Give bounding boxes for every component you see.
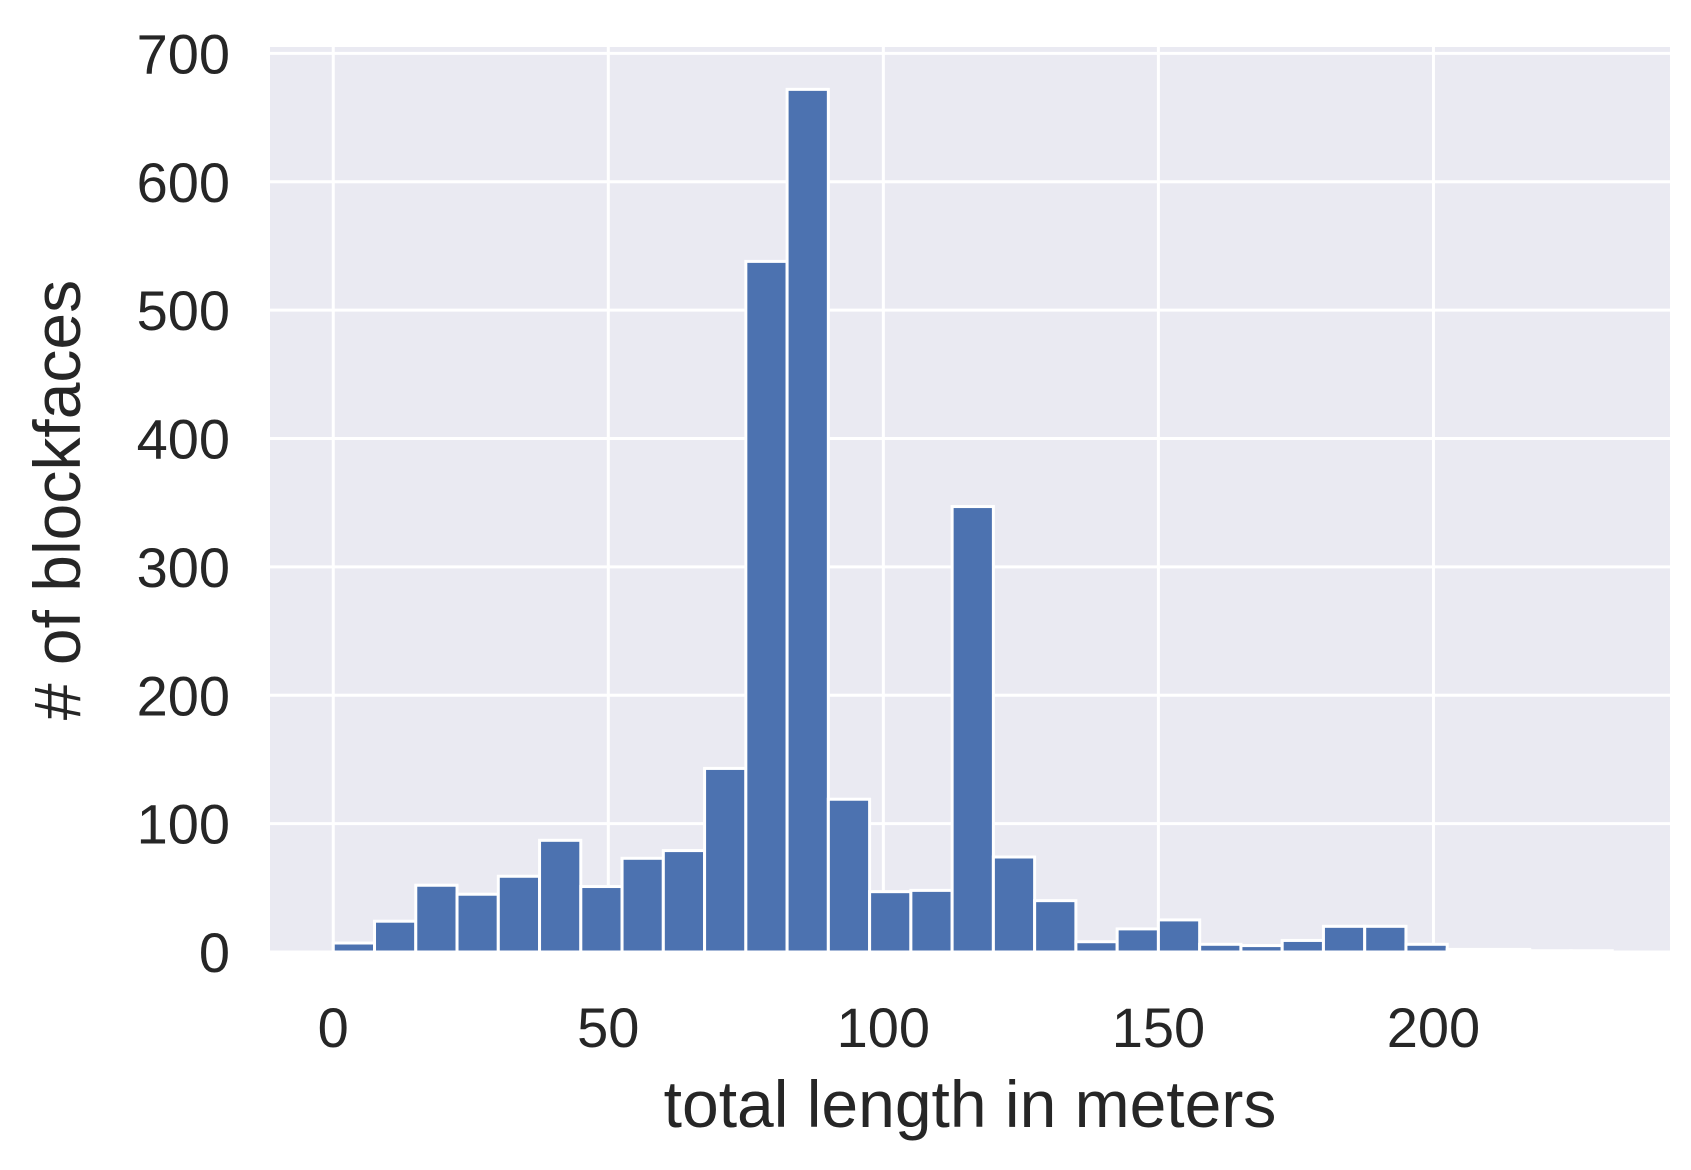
histogram-bar bbox=[909, 888, 954, 954]
histogram-bar bbox=[703, 766, 748, 954]
histogram-bar bbox=[1074, 940, 1119, 954]
x-tick-label: 100 bbox=[837, 996, 930, 1059]
x-tick-labels: 0 50 100 150 200 bbox=[318, 996, 1480, 1059]
x-tick-label: 150 bbox=[1112, 996, 1205, 1059]
y-tick-label: 100 bbox=[137, 793, 230, 856]
histogram-bar bbox=[950, 505, 995, 954]
x-axis-label: total length in meters bbox=[664, 1067, 1277, 1141]
histogram-bar bbox=[1445, 947, 1490, 954]
histogram-bar bbox=[579, 885, 624, 954]
histogram-bar bbox=[785, 87, 830, 954]
histogram-bar bbox=[620, 856, 665, 954]
histogram-bar bbox=[1528, 949, 1573, 954]
y-tick-label: 200 bbox=[137, 664, 230, 727]
histogram-bar bbox=[661, 849, 707, 954]
histogram-bar bbox=[455, 892, 500, 954]
histogram-bar bbox=[1363, 924, 1408, 954]
y-tick-labels: 0 100 200 300 400 500 600 700 bbox=[137, 22, 230, 984]
grid-lines bbox=[270, 47, 1670, 954]
x-tick-label: 0 bbox=[318, 996, 349, 1059]
histogram-bar bbox=[868, 890, 913, 954]
x-tick-label: 50 bbox=[577, 996, 639, 1059]
histogram-bar bbox=[1198, 942, 1243, 954]
histogram-bar bbox=[1569, 949, 1614, 954]
histogram-bar bbox=[826, 797, 872, 954]
histogram-bar bbox=[496, 874, 542, 954]
y-tick-label: 600 bbox=[137, 151, 230, 214]
histogram-bar bbox=[1239, 944, 1284, 954]
histogram-bar bbox=[1156, 918, 1202, 954]
histogram-bar bbox=[331, 941, 377, 954]
histogram-bar bbox=[1321, 924, 1367, 954]
y-tick-label: 0 bbox=[199, 921, 230, 984]
x-tick-label: 200 bbox=[1387, 996, 1480, 1059]
y-tick-label: 300 bbox=[137, 536, 230, 599]
histogram-bar bbox=[1280, 938, 1325, 954]
histogram-bar bbox=[373, 919, 418, 954]
histogram-bar bbox=[991, 855, 1037, 954]
y-axis-label: # of blockfaces bbox=[20, 280, 94, 720]
y-tick-label: 700 bbox=[137, 22, 230, 85]
histogram-bars bbox=[331, 87, 1614, 954]
histogram-bar bbox=[538, 838, 583, 954]
histogram-bar bbox=[1486, 947, 1532, 954]
histogram-bar bbox=[414, 883, 459, 954]
histogram-bar bbox=[744, 259, 789, 954]
y-tick-label: 400 bbox=[137, 408, 230, 471]
y-tick-label: 500 bbox=[137, 279, 230, 342]
histogram-bar bbox=[1033, 899, 1078, 954]
histogram-bar bbox=[1115, 927, 1160, 954]
histogram-bar bbox=[1404, 942, 1449, 954]
